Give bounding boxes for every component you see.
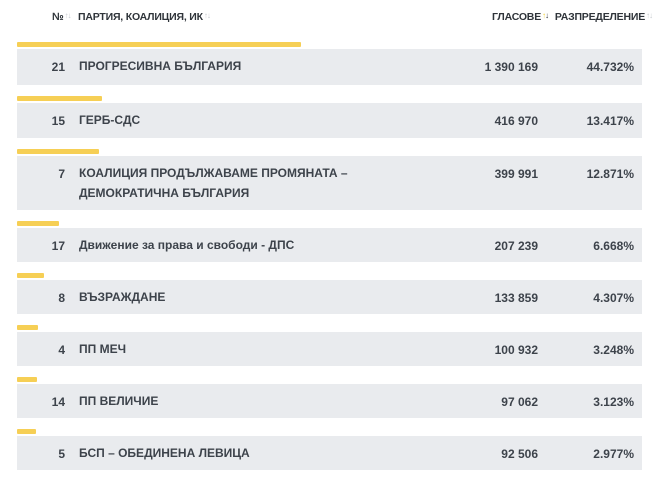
vote-percentage: 3.123% <box>593 395 634 409</box>
sort-desc-icon[interactable]: ↑↓ <box>542 11 549 20</box>
result-entry: 17 Движение за права и свободи - ДПС 207 2… <box>17 221 642 262</box>
vote-share-bar <box>17 325 38 330</box>
vote-percentage: 4.307% <box>593 291 634 305</box>
ballot-number: 4 <box>58 343 65 357</box>
table-row[interactable]: 5 БСП – ОБЕДИНЕНА ЛЕВИЦА 92 506 2.977% <box>17 436 642 470</box>
table-row[interactable]: 21 ПРОГРЕСИВНА БЪЛГАРИЯ 1 390 169 44.732% <box>17 49 642 85</box>
ballot-number: 21 <box>51 60 65 74</box>
votes-count: 399 991 <box>494 167 538 181</box>
table-row[interactable]: 17 Движение за права и свободи - ДПС 207 2… <box>17 228 642 262</box>
vote-share-bar <box>17 429 36 434</box>
vote-percentage: 13.417% <box>586 114 634 128</box>
ballot-number: 8 <box>58 291 65 305</box>
table-row[interactable]: 8 ВЪЗРАЖДАНЕ 133 859 4.307% <box>17 280 642 314</box>
party-name: КОАЛИЦИЯ ПРОДЪЛЖАВАМЕ ПРОМЯНАТА – ДЕМОКР… <box>79 166 348 200</box>
vote-share-bar <box>17 377 37 382</box>
ballot-number: 17 <box>51 239 65 253</box>
vote-share-bar <box>17 96 102 101</box>
ballot-number: 5 <box>58 447 65 461</box>
vote-share-bar <box>17 273 44 278</box>
table-row[interactable]: 4 ПП МЕЧ 100 932 3.248% <box>17 332 642 366</box>
vote-percentage: 2.977% <box>593 447 634 461</box>
party-name: ВЪЗРАЖДАНЕ <box>79 290 166 304</box>
party-name: ПП ВЕЛИЧИЕ <box>79 394 159 408</box>
ballot-number: 7 <box>58 167 65 181</box>
vote-percentage: 44.732% <box>586 60 634 74</box>
table-header: №↑↓ ПАРТИЯ, КОАЛИЦИЯ, ИК↑↓ ГЛАСОВЕ↑↓ РАЗ… <box>0 0 668 40</box>
vote-share-bar <box>17 42 301 47</box>
table-row[interactable]: 7 КОАЛИЦИЯ ПРОДЪЛЖАВАМЕ ПРОМЯНАТА – ДЕМОК… <box>17 156 642 210</box>
votes-count: 133 859 <box>494 291 538 305</box>
vote-share-bar <box>17 149 99 154</box>
ballot-number: 15 <box>51 114 65 128</box>
vote-percentage: 6.668% <box>593 239 634 253</box>
result-entry: 7 КОАЛИЦИЯ ПРОДЪЛЖАВАМЕ ПРОМЯНАТА – ДЕМОК… <box>17 149 642 210</box>
sort-icon[interactable]: ↑↓ <box>646 11 653 20</box>
votes-count: 207 239 <box>494 239 538 253</box>
party-name: ПП МЕЧ <box>79 342 127 356</box>
votes-count: 416 970 <box>494 114 538 128</box>
party-name: Движение за права и свободи - ДПС <box>79 238 295 252</box>
result-entry: 14 ПП ВЕЛИЧИЕ 97 062 3.123% <box>17 377 642 418</box>
result-entry: 4 ПП МЕЧ 100 932 3.248% <box>17 325 642 366</box>
table-row[interactable]: 15 ГЕРБ-СДС 416 970 13.417% <box>17 103 642 138</box>
column-header-distribution[interactable]: РАЗПРЕДЕЛЕНИЕ↑↓ <box>554 11 653 23</box>
result-entry: 21 ПРОГРЕСИВНА БЪЛГАРИЯ 1 390 169 44.732% <box>17 42 642 85</box>
column-header-party[interactable]: ПАРТИЯ, КОАЛИЦИЯ, ИК↑↓ <box>78 11 211 23</box>
votes-count: 92 506 <box>501 447 538 461</box>
column-header-votes[interactable]: ГЛАСОВЕ↑↓ <box>491 11 549 23</box>
sort-icon[interactable]: ↑↓ <box>64 11 72 20</box>
result-entry: 15 ГЕРБ-СДС 416 970 13.417% <box>17 96 642 138</box>
party-name: БСП – ОБЕДИНЕНА ЛЕВИЦА <box>79 446 250 460</box>
table-row[interactable]: 14 ПП ВЕЛИЧИЕ 97 062 3.123% <box>17 384 642 418</box>
result-entry: 8 ВЪЗРАЖДАНЕ 133 859 4.307% <box>17 273 642 314</box>
results-table: 21 ПРОГРЕСИВНА БЪЛГАРИЯ 1 390 169 44.732% 15… <box>17 42 642 480</box>
vote-share-bar <box>17 221 59 226</box>
ballot-number: 14 <box>51 395 65 409</box>
votes-count: 97 062 <box>501 395 538 409</box>
votes-count: 100 932 <box>494 343 538 357</box>
sort-icon[interactable]: ↑↓ <box>203 11 211 20</box>
vote-percentage: 3.248% <box>593 343 634 357</box>
column-header-number[interactable]: №↑↓ <box>52 11 72 23</box>
party-name: ПРОГРЕСИВНА БЪЛГАРИЯ <box>79 59 242 73</box>
vote-percentage: 12.871% <box>586 167 634 181</box>
result-entry: 5 БСП – ОБЕДИНЕНА ЛЕВИЦА 92 506 2.977% <box>17 429 642 470</box>
party-name: ГЕРБ-СДС <box>79 113 141 127</box>
votes-count: 1 390 169 <box>484 60 538 74</box>
